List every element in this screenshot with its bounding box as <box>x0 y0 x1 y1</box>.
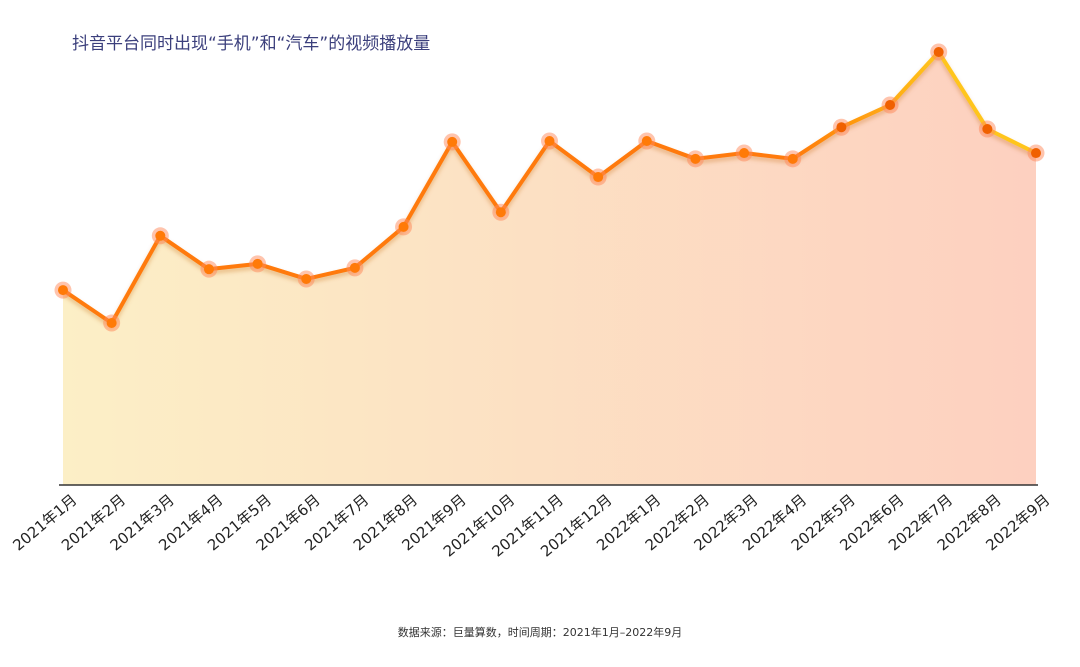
point <box>739 148 750 159</box>
point <box>398 221 409 232</box>
point <box>982 124 993 134</box>
point <box>1031 148 1041 159</box>
point <box>641 136 652 147</box>
point <box>447 136 458 147</box>
point <box>203 264 214 275</box>
point <box>690 153 701 164</box>
point <box>593 172 604 183</box>
point <box>58 285 68 296</box>
point <box>252 258 263 269</box>
point <box>836 122 847 133</box>
source-note: 数据来源：巨量算数，时间周期：2021年1月–2022年9月 <box>398 625 682 639</box>
point <box>933 47 944 58</box>
point <box>106 318 117 329</box>
point <box>544 136 555 147</box>
point <box>885 99 896 110</box>
point <box>495 207 506 218</box>
point <box>301 273 312 284</box>
point <box>787 153 798 164</box>
point <box>349 262 360 273</box>
point <box>155 230 166 241</box>
chart-title: 抖音平台同时出现“手机”和“汽车”的视频播放量 <box>72 34 430 54</box>
